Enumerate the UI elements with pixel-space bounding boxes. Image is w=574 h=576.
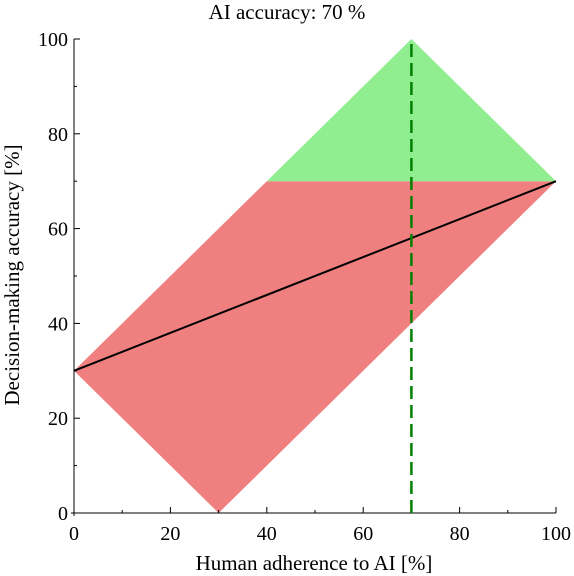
region-0 [74, 181, 556, 513]
x-axis-label: Human adherence to AI [%] [196, 551, 433, 575]
x-tick-label: 0 [69, 523, 79, 545]
accuracy-line [73, 180, 557, 372]
y-tick-label: 80 [48, 124, 68, 146]
y-tick-label: 60 [48, 219, 68, 241]
chart-title: AI accuracy: 70 % [209, 0, 366, 24]
x-tick-label: 100 [541, 523, 571, 545]
y-tick-label: 20 [48, 408, 68, 430]
y-axis-label: Decision-making accuracy [%] [0, 144, 24, 405]
y-tick-label: 0 [58, 503, 68, 525]
x-tick-label: 20 [160, 523, 180, 545]
x-tick-label: 80 [450, 523, 470, 545]
x-tick-label: 60 [353, 523, 373, 545]
x-tick-label: 40 [257, 523, 277, 545]
y-tick-label: 40 [48, 313, 68, 335]
plot-area: 0 20 40 60 80 100 0 20 40 60 80 100 [38, 29, 571, 545]
y-tick-label: 100 [38, 29, 68, 51]
